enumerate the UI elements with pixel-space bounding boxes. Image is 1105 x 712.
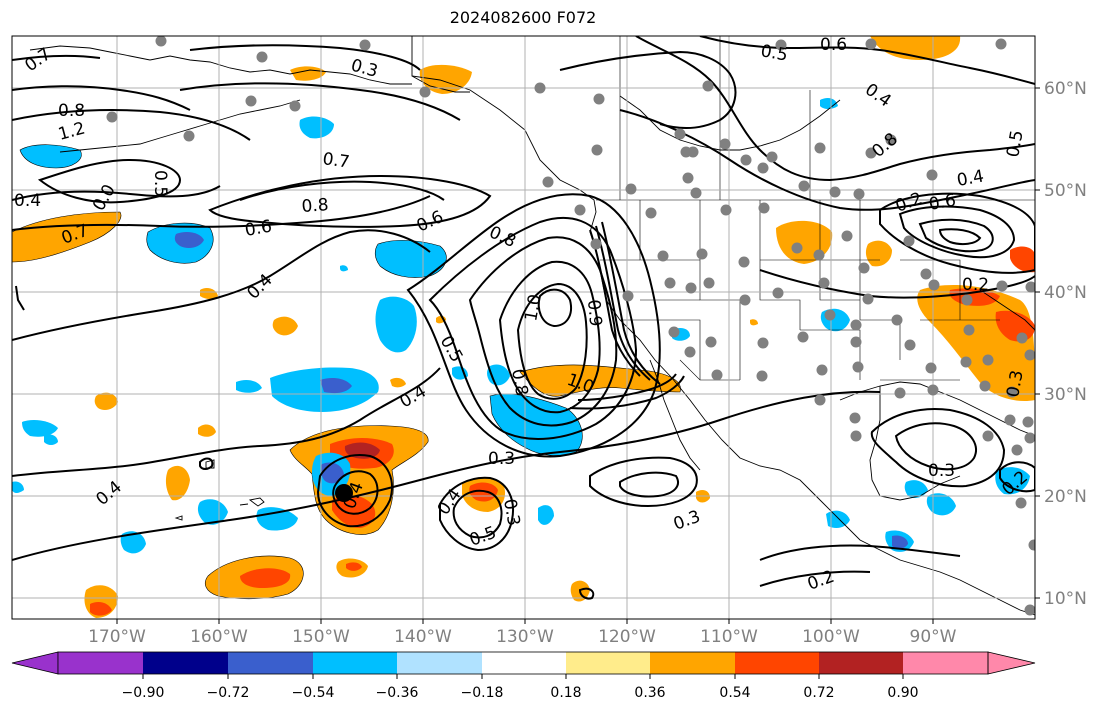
- lat-label: 20°N: [1044, 487, 1087, 507]
- lat-label: 60°N: [1044, 79, 1087, 99]
- contour-label: 0.8: [507, 367, 531, 397]
- lon-label: 160°W: [190, 627, 248, 647]
- contour-label: 0.8: [301, 195, 329, 217]
- lat-label: 40°N: [1044, 283, 1087, 303]
- lon-label: 120°W: [598, 627, 656, 647]
- coastlines: [29, 36, 1035, 616]
- colorbar-tick: 0.36: [634, 685, 665, 701]
- contour-label: 0.5: [150, 170, 170, 197]
- contour-label: 0.3: [499, 497, 523, 527]
- colorbar-tick: −0.90: [122, 685, 165, 701]
- map-background: [12, 36, 1035, 619]
- colorbar-tick: −0.36: [376, 685, 419, 701]
- colorbar-tick: 0.90: [887, 685, 918, 701]
- longitude-axis: 170°W 160°W 150°W 140°W 130°W 120°W 110°…: [88, 619, 957, 647]
- contour-label: 0.6: [243, 217, 273, 241]
- lat-label: 50°N: [1044, 181, 1087, 201]
- lon-label: 130°W: [496, 627, 554, 647]
- contour-label: 0.6: [820, 35, 847, 55]
- storm-center-marker: [335, 484, 353, 502]
- contour-label: 0.4: [955, 167, 985, 191]
- lon-label: 110°W: [700, 627, 758, 647]
- lat-lon-grid: [12, 36, 1035, 619]
- contour-label: 0.5: [759, 41, 789, 65]
- colorbar-tick: −0.18: [461, 685, 504, 701]
- lon-label: 140°W: [394, 627, 452, 647]
- contour-label: 0.3: [488, 449, 515, 469]
- map-title: 2024082600 F072: [449, 8, 597, 27]
- colorbar-tick: −0.72: [207, 685, 250, 701]
- contour-label: 0.2: [962, 275, 989, 295]
- colorbar-tick: 0.72: [803, 685, 834, 701]
- lat-label: 10°N: [1044, 589, 1087, 609]
- anomaly-shading: [12, 36, 1035, 618]
- colorbar: −0.90 −0.72 −0.54 −0.36 −0.18 0.18 0.36 …: [11, 651, 1036, 701]
- contour-lines: [12, 36, 1035, 600]
- observation-stations: [106, 36, 1035, 616]
- lon-label: 100°W: [802, 627, 860, 647]
- contour-label: 0.5: [1003, 129, 1027, 159]
- colorbar-tick: 0.18: [550, 685, 581, 701]
- colorbar-max-extend: [987, 651, 1036, 675]
- colorbar-min-extend: [11, 651, 59, 675]
- contour-label: 0.3: [928, 461, 955, 481]
- lon-label: 90°W: [910, 627, 957, 647]
- colorbar-tick: 0.54: [719, 685, 750, 701]
- latitude-axis: 60°N 50°N 40°N 30°N 20°N 10°N: [1035, 79, 1087, 609]
- contour-label: 0.7: [321, 149, 351, 173]
- contour-label: 0.4: [14, 191, 41, 211]
- map-frame: [11, 35, 1036, 620]
- contour-label: 0.6: [927, 191, 957, 215]
- lon-label: 150°W: [292, 627, 350, 647]
- lat-label: 30°N: [1044, 385, 1087, 405]
- contour-label: 1.0: [521, 293, 545, 323]
- contour-label: 0.3: [1003, 369, 1027, 399]
- contour-label: 0.8: [58, 101, 85, 121]
- contour-label: 0.9: [583, 299, 605, 328]
- colorbar-tick: −0.54: [292, 685, 335, 701]
- lon-label: 170°W: [88, 627, 146, 647]
